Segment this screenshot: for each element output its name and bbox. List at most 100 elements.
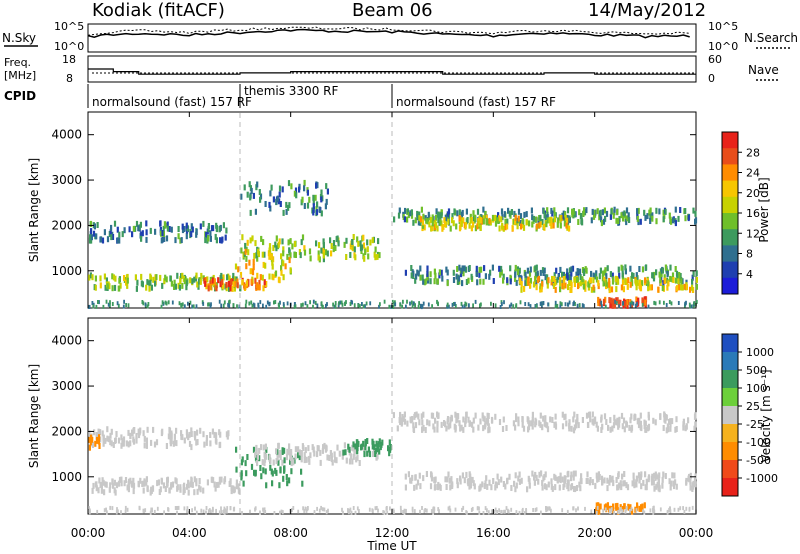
- heatmap-cell: [320, 210, 323, 217]
- heatmap-cell: [674, 206, 677, 213]
- heatmap-cell: [479, 484, 482, 491]
- heatmap-cell: [312, 203, 315, 210]
- heatmap-cell: [420, 216, 423, 223]
- heatmap-cell: [242, 480, 245, 487]
- heatmap-cell: [303, 245, 306, 252]
- heatmap-cell: [668, 300, 671, 304]
- heatmap-cell: [581, 303, 584, 308]
- heatmap-cell: [183, 278, 186, 285]
- heatmap-cell: [603, 477, 606, 484]
- heatmap-cell: [514, 264, 517, 271]
- heatmap-cell: [268, 273, 271, 280]
- heatmap-cell: [269, 205, 272, 212]
- colorbar-tick-label: 28: [746, 146, 760, 159]
- heatmap-cell: [451, 213, 454, 220]
- heatmap-cell: [488, 426, 491, 433]
- heatmap-cell: [644, 277, 647, 284]
- heatmap-cell: [464, 417, 467, 424]
- heatmap-cell: [298, 249, 301, 255]
- heatmap-cell: [283, 466, 286, 472]
- heatmap-cell: [116, 237, 119, 244]
- heatmap-cell: [455, 223, 458, 230]
- heatmap-cell: [612, 480, 615, 487]
- heatmap-cell: [469, 473, 472, 480]
- heatmap-cell: [446, 269, 449, 276]
- heatmap-cell: [366, 438, 369, 444]
- heatmap-cell: [117, 437, 121, 444]
- freq-label-2: [MHz]: [4, 69, 36, 82]
- heatmap-cell: [170, 280, 173, 287]
- heatmap-cell: [322, 444, 325, 451]
- heatmap-cell: [537, 478, 540, 485]
- heatmap-cell: [188, 431, 191, 438]
- heatmap-cell: [657, 485, 660, 492]
- heatmap-cell: [278, 238, 281, 245]
- heatmap-cell: [532, 281, 536, 288]
- heatmap-cell: [226, 274, 229, 281]
- heatmap-cell: [535, 264, 538, 271]
- heatmap-cell: [313, 510, 316, 515]
- heatmap-cell: [533, 479, 536, 486]
- heatmap-cell: [631, 508, 634, 515]
- y-tick-label: 2000: [51, 218, 82, 232]
- y-tick-label: 1000: [51, 264, 82, 278]
- heatmap-cell: [250, 278, 253, 285]
- heatmap-cell: [227, 302, 229, 307]
- heatmap-cell: [319, 459, 322, 466]
- heatmap-cell: [316, 506, 318, 511]
- heatmap-cell: [382, 510, 385, 515]
- heatmap-cell: [312, 299, 315, 304]
- heatmap-cell: [411, 304, 414, 309]
- heatmap-cell: [690, 304, 693, 309]
- heatmap-cell: [92, 230, 96, 237]
- heatmap-cell: [545, 508, 547, 513]
- heatmap-cell: [124, 509, 127, 514]
- cpid-segment-label: themis 3300 RF: [244, 84, 338, 98]
- heatmap-cell: [180, 237, 183, 244]
- heatmap-cell: [332, 240, 336, 246]
- heatmap-cell: [490, 301, 492, 306]
- heatmap-cell: [126, 507, 129, 512]
- heatmap-cell: [528, 482, 531, 489]
- heatmap-cell: [252, 192, 255, 199]
- heatmap-cell: [454, 507, 457, 512]
- heatmap-cell: [255, 448, 258, 455]
- heatmap-cell: [271, 480, 274, 487]
- heatmap-cell: [413, 484, 416, 491]
- heatmap-cell: [611, 425, 614, 432]
- heatmap-cell: [402, 214, 405, 220]
- heatmap-cell: [554, 216, 557, 223]
- heatmap-cell: [520, 281, 523, 287]
- heatmap-cell: [209, 304, 212, 309]
- heatmap-cell: [191, 278, 194, 285]
- heatmap-cell: [595, 472, 598, 479]
- heatmap-cell: [345, 254, 348, 260]
- heatmap-cell: [634, 278, 637, 285]
- heatmap-cell: [539, 286, 542, 293]
- heatmap-cell: [568, 274, 571, 281]
- heatmap-cell: [237, 266, 240, 273]
- heatmap-cell: [482, 511, 485, 515]
- heatmap-cell: [231, 285, 234, 292]
- heatmap-cell: [523, 211, 526, 218]
- heatmap-cell: [116, 226, 119, 233]
- heatmap-cell: [469, 482, 472, 489]
- heatmap-cell: [635, 475, 638, 482]
- heatmap-cell: [615, 419, 618, 426]
- heatmap-cell: [227, 430, 230, 437]
- heatmap-cell: [278, 277, 281, 284]
- heatmap-cell: [144, 508, 147, 513]
- heatmap-cell: [603, 269, 606, 276]
- heatmap-cell: [392, 412, 395, 419]
- heatmap-cell: [604, 296, 607, 303]
- heatmap-cell: [586, 471, 589, 478]
- heatmap-cell: [461, 280, 464, 287]
- heatmap-cell: [494, 481, 498, 488]
- heatmap-cell: [113, 479, 116, 486]
- heatmap-cell: [403, 411, 406, 418]
- heatmap-cell: [644, 214, 647, 221]
- heatmap-cell: [630, 424, 634, 431]
- heatmap-cell: [435, 208, 438, 215]
- heatmap-cell: [118, 476, 122, 483]
